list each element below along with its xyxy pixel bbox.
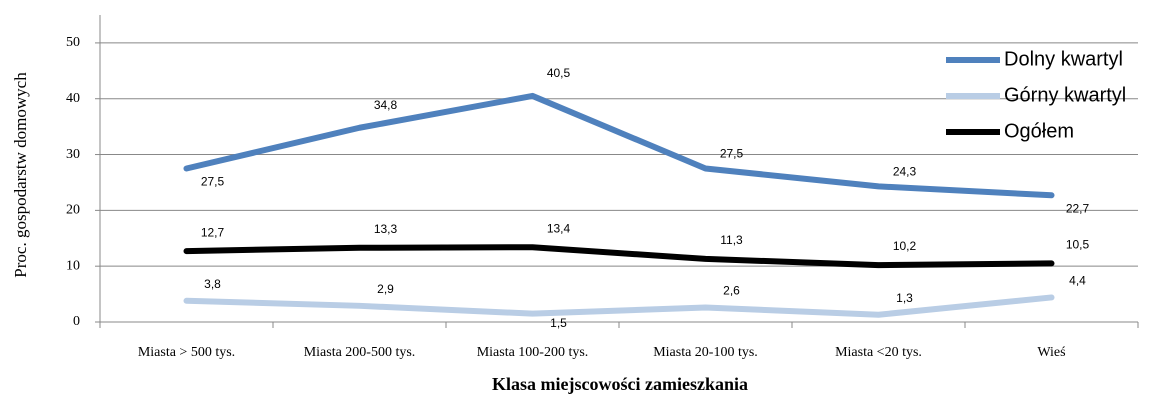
data-label: 22,7 (1066, 201, 1090, 215)
data-label: 10,5 (1066, 238, 1090, 252)
x-axis-title: Klasa miejscowości zamieszkania (492, 374, 748, 394)
x-tick-label: Miasta 20-100 tys. (653, 345, 758, 360)
y-tick-label: 0 (73, 314, 80, 329)
y-tick-label: 10 (66, 258, 80, 273)
data-label: 27,5 (201, 175, 225, 189)
x-tick-label: Miasta 100-200 tys. (477, 345, 589, 360)
y-tick-label: 40 (66, 91, 80, 106)
data-label: 27,5 (720, 147, 744, 161)
y-tick-label: 50 (66, 35, 80, 50)
data-label: 4,4 (1069, 274, 1086, 288)
x-tick-label: Miasta <20 tys. (835, 345, 922, 360)
legend-label: Ogółem (1004, 120, 1074, 142)
y-axis-title: Proc. gospodarstw domowych (11, 72, 30, 278)
data-label: 1,3 (896, 291, 913, 305)
series-line (183, 92, 1055, 199)
data-label: 2,6 (723, 284, 740, 298)
data-label: 34,8 (374, 98, 398, 112)
legend-label: Dolny kwartyl (1004, 48, 1123, 70)
data-label: 13,4 (547, 221, 571, 235)
x-tick-label: Miasta 200-500 tys. (304, 345, 416, 360)
data-label: 10,2 (893, 239, 917, 253)
data-label: 3,8 (204, 277, 221, 291)
data-label: 12,7 (201, 225, 225, 239)
series-line (183, 294, 1055, 318)
x-tick-label: Miasta > 500 tys. (138, 345, 235, 360)
legend-label: Górny kwartyl (1004, 84, 1126, 106)
data-label: 11,3 (720, 233, 743, 247)
data-label: 1,5 (550, 316, 567, 330)
series-line (183, 244, 1055, 269)
data-label: 2,9 (377, 282, 394, 296)
data-label: 40,5 (547, 66, 571, 80)
y-tick-label: 30 (66, 147, 80, 162)
y-tick-label: 20 (66, 203, 80, 218)
data-label: 24,3 (893, 165, 917, 179)
x-tick-label: Wieś (1037, 345, 1065, 360)
data-label: 13,3 (374, 222, 398, 236)
